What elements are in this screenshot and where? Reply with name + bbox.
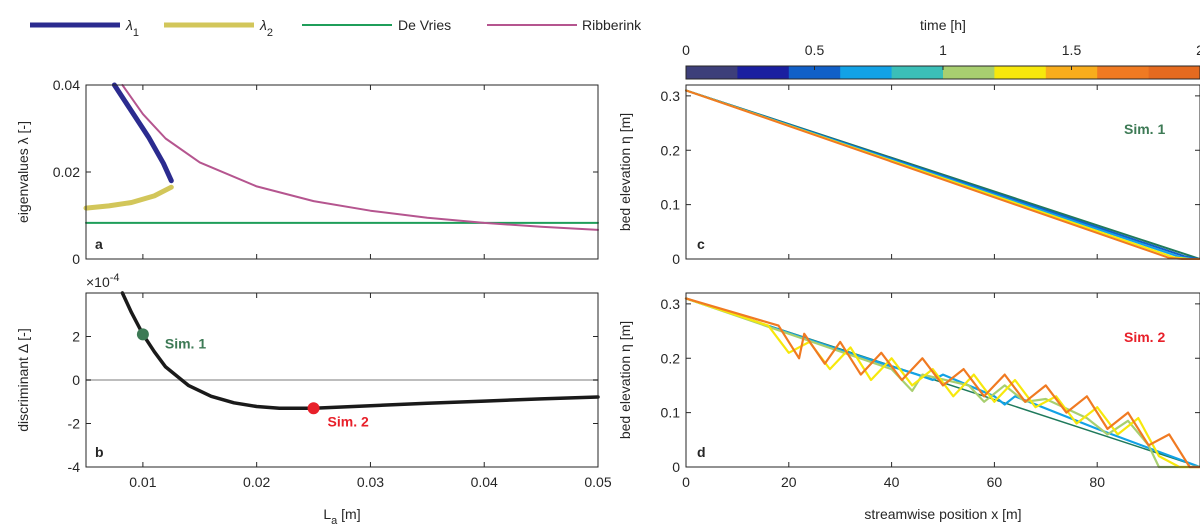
y-axis-label: discriminant Δ [-] [15, 328, 31, 432]
x-tick-label: 0.02 [243, 474, 270, 490]
sim-point-label-2: Sim. 2 [328, 413, 369, 429]
colorbar-label: time [h] [920, 17, 966, 33]
y-tick-label: 0 [72, 372, 80, 388]
y-tick-label: -2 [68, 416, 81, 432]
legend: λ1 λ2 De Vries Ribberink [30, 17, 642, 39]
colorbar-tick-label: 1 [939, 42, 947, 58]
colorbar-segment [994, 66, 1047, 79]
series-line-b-0 [120, 291, 600, 411]
colorbar-segment [1045, 66, 1098, 79]
colorbar-segment [788, 66, 841, 79]
y-tick-label: 0.2 [661, 350, 681, 366]
series-line-a-0 [111, 82, 174, 184]
exponent-label: ×10-4 [86, 272, 120, 290]
y-tick-label: 0 [72, 251, 80, 267]
colorbar-segment [737, 66, 790, 79]
sim-point-2 [307, 402, 320, 415]
panel-letter-b: b [95, 444, 104, 460]
y-axis-label: bed elevation η [m] [617, 321, 633, 439]
y-tick-label: 0.2 [661, 142, 681, 158]
y-tick-label: 0 [672, 459, 680, 475]
series-line-a-3 [121, 84, 599, 231]
y-tick-label: 0 [672, 251, 680, 267]
sim-annotation-d: Sim. 2 [1124, 329, 1165, 345]
panel-letter-d: d [697, 444, 706, 460]
x-axis-label-d: streamwise position x [m] [864, 506, 1021, 522]
colorbar-tick-label: 0 [682, 42, 690, 58]
x-tick-label: 0.04 [471, 474, 498, 490]
x-tick-label: 60 [987, 474, 1003, 490]
y-tick-label: 0.1 [661, 405, 681, 421]
x-axis-label: La [m] [323, 506, 360, 526]
y-tick-label: 2 [72, 329, 80, 345]
panel-b-discriminant: Sim. 1 Sim. 2 -4 -2 0 2 0.01 0.02 0.03 0.04 0.05 di… [15, 272, 612, 526]
panel-letter-c: c [697, 236, 705, 252]
y-tick-label: -4 [68, 459, 81, 475]
series-line-d-3 [684, 297, 1200, 469]
x-tick-label: 0.03 [357, 474, 384, 490]
colorbar-tick-label: 2 [1196, 42, 1200, 58]
colorbar-segment [686, 66, 738, 79]
y-tick-label: 0.3 [661, 88, 681, 104]
plot-frame-d [685, 292, 1200, 468]
y-axis-label: bed elevation η [m] [617, 113, 633, 231]
x-tick-label: 0.05 [584, 474, 611, 490]
y-tick-label: 0.1 [661, 197, 681, 213]
x-tick-label: 0 [682, 474, 690, 490]
plot-area-a [86, 85, 598, 259]
panel-letter-a: a [95, 236, 103, 252]
colorbar-segment [891, 66, 944, 79]
y-tick-label: 0.04 [53, 77, 80, 93]
colorbar-tick-label: 1.5 [1062, 42, 1082, 58]
colorbar: 0 0.5 1 1.5 2 time [h] [682, 17, 1200, 80]
colorbar-segment [943, 66, 995, 79]
legend-label-2: De Vries [398, 17, 451, 33]
legend-label-0: λ1 [125, 17, 139, 39]
colorbar-segment [840, 66, 893, 79]
panel-d-bed-elevation-sim2: 0 0.1 0.2 0.3 0 20 40 60 80 bed elevation η [m] d S… [617, 292, 1200, 522]
series-line-a-1 [83, 184, 174, 211]
colorbar-segment [1148, 66, 1200, 79]
sim-point-1 [136, 328, 149, 341]
x-tick-label: 80 [1089, 474, 1105, 490]
y-tick-label: 0.02 [53, 164, 80, 180]
panel-a-eigenvalues: 0 0.02 0.04 eigenvalues λ [-] a [15, 77, 599, 267]
x-tick-label: 0.01 [129, 474, 156, 490]
x-tick-label: 20 [781, 474, 797, 490]
plot-frame-c [685, 84, 1200, 260]
y-axis-label: eigenvalues λ [-] [15, 121, 31, 223]
colorbar-segment [1097, 66, 1150, 79]
y-tick-label: 0.3 [661, 296, 681, 312]
x-tick-label: 40 [884, 474, 900, 490]
sim-annotation-c: Sim. 1 [1124, 121, 1165, 137]
panel-c-bed-elevation-sim1: 0 0.1 0.2 0.3 bed elevation η [m] c Sim. 1 [617, 84, 1200, 267]
sim-point-label-1: Sim. 1 [165, 335, 206, 351]
legend-label-1: λ2 [259, 17, 273, 39]
colorbar-tick-label: 0.5 [805, 42, 825, 58]
legend-label-3: Ribberink [582, 17, 642, 33]
